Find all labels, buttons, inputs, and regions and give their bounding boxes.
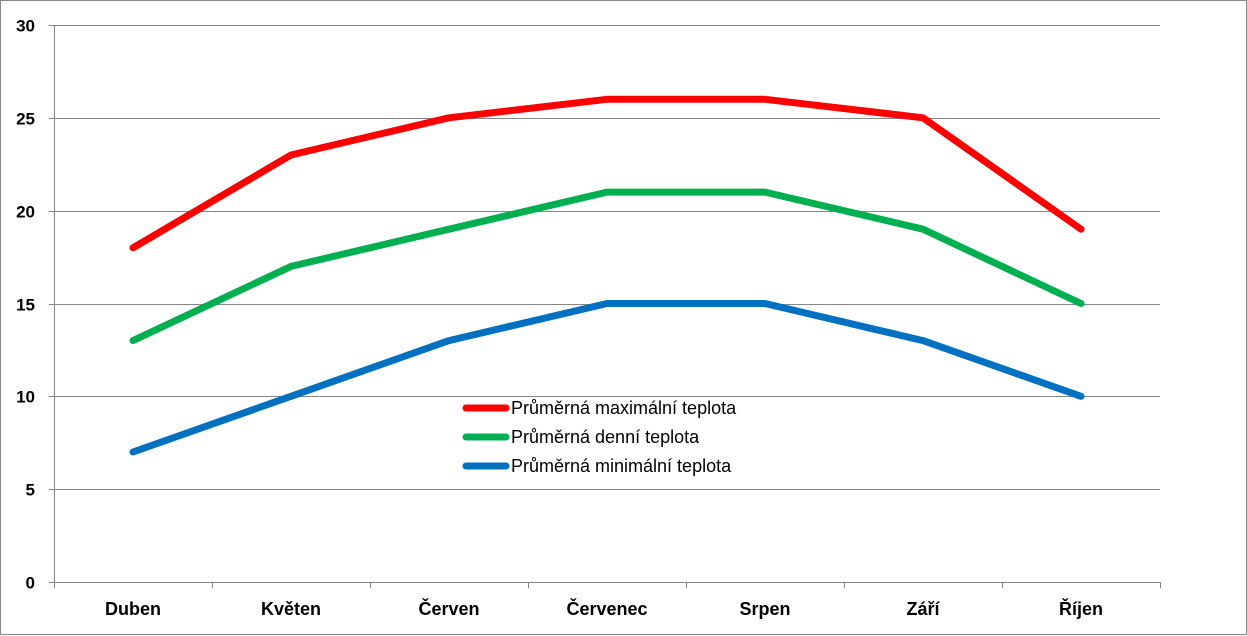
x-tick-label: Květen (261, 599, 321, 619)
y-tick-label: 30 (16, 17, 35, 36)
legend-label: Průměrná maximální teplota (511, 398, 737, 418)
x-tick-label: Srpen (739, 599, 790, 619)
x-tick-label: Říjen (1059, 598, 1103, 619)
legend-label: Průměrná minimální teplota (511, 456, 732, 476)
series-line (129, 188, 1085, 345)
y-tick-label: 10 (16, 388, 35, 407)
x-tick-label: Červenec (566, 598, 647, 619)
y-tick-label: 0 (26, 574, 35, 593)
series-lines (129, 95, 1085, 456)
series-line (129, 95, 1085, 252)
y-tick-label: 5 (26, 481, 35, 500)
x-tick-label: Červen (418, 598, 479, 619)
axes (54, 25, 1160, 583)
series-line (129, 300, 1085, 456)
x-tick-label: Duben (105, 599, 161, 619)
y-tick-label: 20 (16, 203, 35, 222)
y-axis-ticks: 0 5 10 15 20 25 30 (16, 17, 54, 593)
legend: Průměrná maximální teplota Průměrná denní… (462, 398, 737, 476)
x-tick-label: Září (906, 599, 940, 619)
y-tick-label: 25 (16, 110, 35, 129)
legend-label: Průměrná denní teplota (511, 427, 700, 447)
x-axis-ticks: Duben Květen Červen Červenec Srpen Září Říjen (54, 582, 1161, 619)
y-tick-label: 15 (16, 296, 35, 315)
